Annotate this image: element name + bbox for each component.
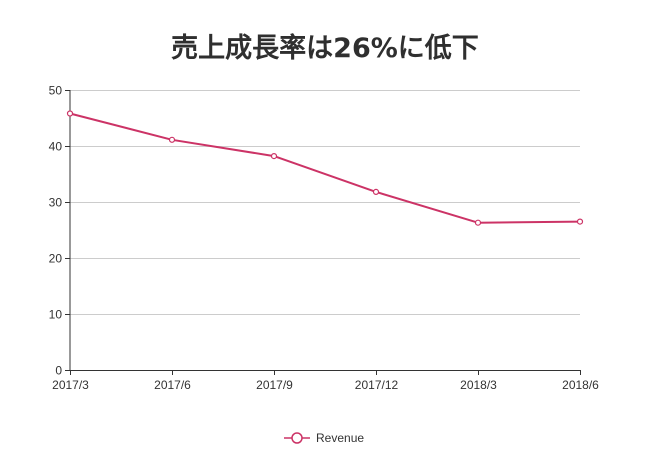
legend[interactable]: Revenue [284, 431, 364, 445]
y-tick-label: 40 [49, 140, 63, 154]
data-point[interactable] [66, 110, 74, 117]
x-tick-label: 2018/6 [562, 378, 599, 392]
x-tick-label: 2018/3 [460, 378, 497, 392]
x-tick-label: 2017/6 [154, 378, 191, 392]
y-tick-label: 0 [55, 364, 62, 378]
y-tick-label: 20 [49, 252, 63, 266]
data-point[interactable] [270, 153, 278, 160]
grid-lines [70, 90, 580, 315]
y-tick-label: 30 [49, 196, 63, 210]
y-tick-label: 50 [49, 84, 63, 98]
data-point[interactable] [474, 219, 482, 226]
x-tick-label: 2017/3 [52, 378, 89, 392]
legend-label: Revenue [316, 431, 364, 445]
x-axis-ticks: 2017/3 2017/6 2017/9 2017/12 2018/3 2018/6 [52, 370, 599, 392]
y-axis-ticks: 0 10 20 30 40 50 [49, 84, 70, 378]
legend-marker-swatch [291, 432, 303, 444]
data-point[interactable] [372, 188, 380, 195]
series-line [69, 112, 581, 224]
series-revenue [66, 110, 584, 226]
x-tick-label: 2017/12 [355, 378, 399, 392]
data-point[interactable] [576, 218, 584, 225]
x-tick-label: 2017/9 [256, 378, 293, 392]
chart-title: 売上成長率は26%に低下 [171, 32, 479, 64]
data-point[interactable] [168, 136, 176, 143]
y-tick-label: 10 [49, 308, 63, 322]
